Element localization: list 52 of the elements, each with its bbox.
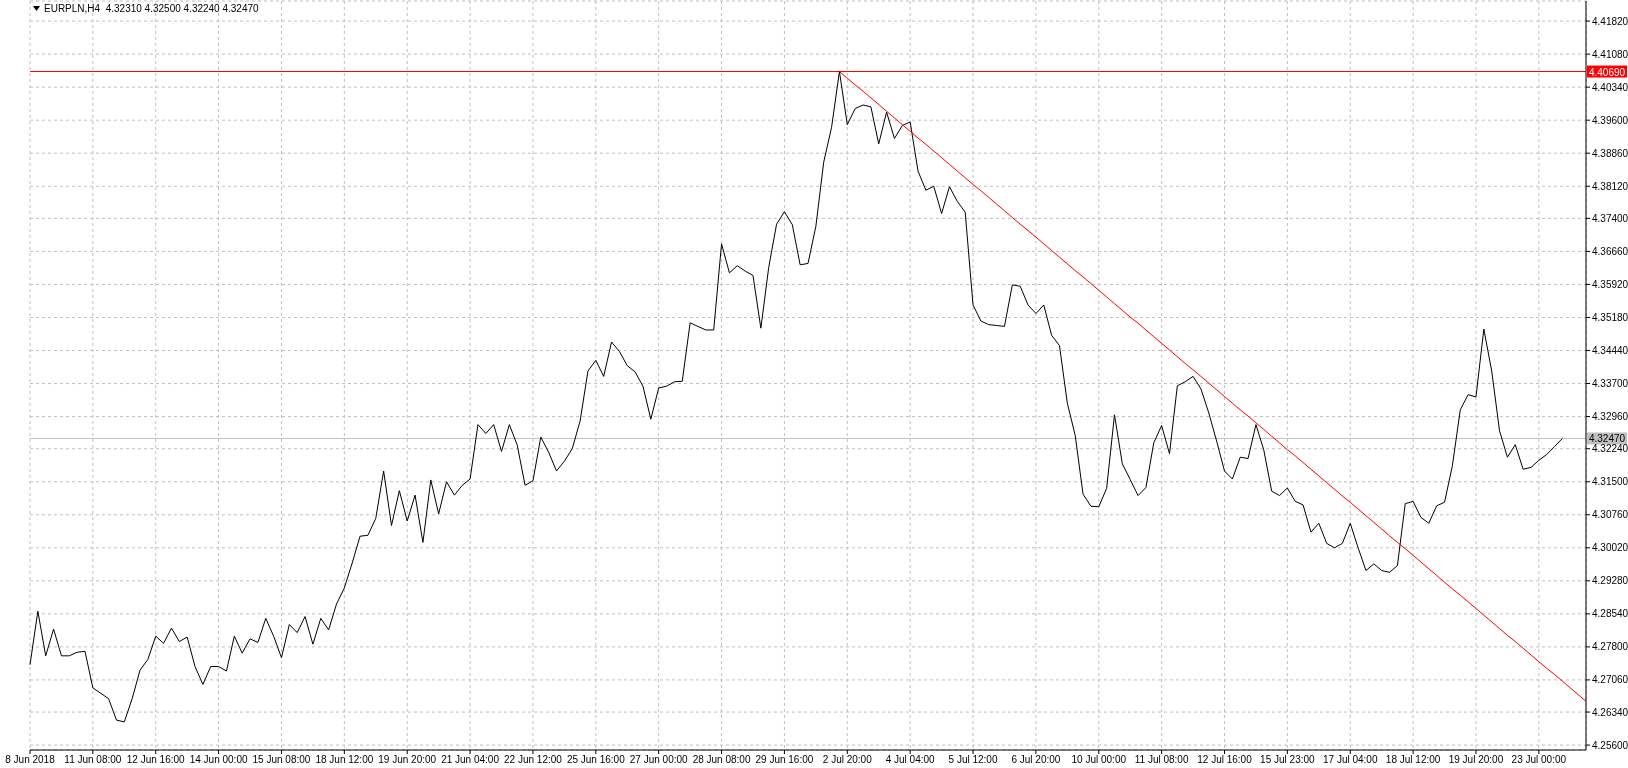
y-tick-label: 4.29280 — [1592, 575, 1628, 587]
y-tick-label: 4.27800 — [1592, 641, 1628, 653]
x-tick-label: 19 Jul 20:00 — [1448, 754, 1504, 766]
x-tick-label: 12 Jul 16:00 — [1197, 754, 1253, 766]
x-tick-label: 19 Jun 20:00 — [378, 754, 437, 766]
y-tick-label: 4.31500 — [1592, 476, 1628, 488]
y-tick-label: 4.36660 — [1592, 245, 1628, 257]
x-tick-label: 10 Jul 00:00 — [1071, 754, 1127, 766]
x-tick-label: 17 Jul 04:00 — [1322, 754, 1378, 766]
x-tick-label: 18 Jul 12:00 — [1385, 754, 1441, 766]
y-tick-label: 4.38860 — [1592, 147, 1628, 159]
y-tick-label: 4.34440 — [1592, 345, 1628, 357]
y-tick-label: 4.38120 — [1592, 180, 1628, 192]
x-tick-label: 23 Jul 00:00 — [1511, 754, 1567, 766]
x-tick-label: 15 Jun 08:00 — [252, 754, 311, 766]
y-tick-label: 4.35920 — [1592, 278, 1628, 290]
x-tick-label: 12 Jun 16:00 — [126, 754, 186, 766]
x-tick-label: 8 Jun 2018 — [5, 754, 56, 766]
y-tick-label: 4.32960 — [1592, 411, 1628, 423]
y-tick-label: 4.30760 — [1592, 509, 1628, 521]
x-tick-label: 25 Jun 16:00 — [566, 754, 626, 766]
ref-line-label: 4.40690 — [1588, 66, 1626, 78]
y-tick-label: 4.37400 — [1592, 212, 1628, 224]
x-tick-label: 6 Jul 20:00 — [1011, 754, 1061, 766]
x-tick-label: 28 Jun 08:00 — [692, 754, 751, 766]
y-tick-label: 4.32240 — [1592, 443, 1628, 455]
y-tick-label: 4.26340 — [1592, 706, 1628, 718]
x-tick-label: 15 Jul 23:00 — [1260, 754, 1316, 766]
y-tick-label: 4.35180 — [1592, 312, 1628, 324]
x-tick-label: 27 Jun 00:00 — [629, 754, 689, 766]
x-tick-label: 22 Jun 12:00 — [504, 754, 563, 766]
x-tick-label: 11 Jun 08:00 — [64, 754, 122, 766]
x-tick-label: 5 Jul 12:00 — [948, 754, 998, 766]
chart-title: EURPLN,H4 4.32310 4.32500 4.32240 4.32470 — [44, 3, 259, 14]
y-tick-label: 4.33700 — [1592, 378, 1628, 390]
y-tick-label: 4.41820 — [1592, 15, 1628, 27]
y-tick-label: 4.41080 — [1592, 48, 1628, 60]
y-tick-label: 4.39600 — [1592, 114, 1628, 126]
x-tick-label: 11 Jul 08:00 — [1134, 754, 1189, 766]
x-tick-label: 21 Jun 04:00 — [441, 754, 500, 766]
x-tick-label: 18 Jun 12:00 — [315, 754, 374, 766]
y-tick-label: 4.40340 — [1592, 81, 1628, 93]
x-tick-label: 4 Jul 04:00 — [885, 754, 936, 766]
x-tick-label: 2 Jul 20:00 — [822, 754, 873, 766]
line-series — [29, 71, 1563, 723]
y-tick-label: 4.28540 — [1592, 608, 1628, 620]
y-tick-label: 4.30020 — [1592, 542, 1628, 554]
y-tick-label: 4.27060 — [1592, 674, 1628, 686]
x-tick-label: 29 Jun 16:00 — [755, 754, 814, 766]
ref-line-label: 4.32470 — [1588, 433, 1626, 445]
y-tick-label: 4.25600 — [1592, 739, 1628, 751]
x-tick-label: 14 Jun 00:00 — [189, 754, 248, 766]
